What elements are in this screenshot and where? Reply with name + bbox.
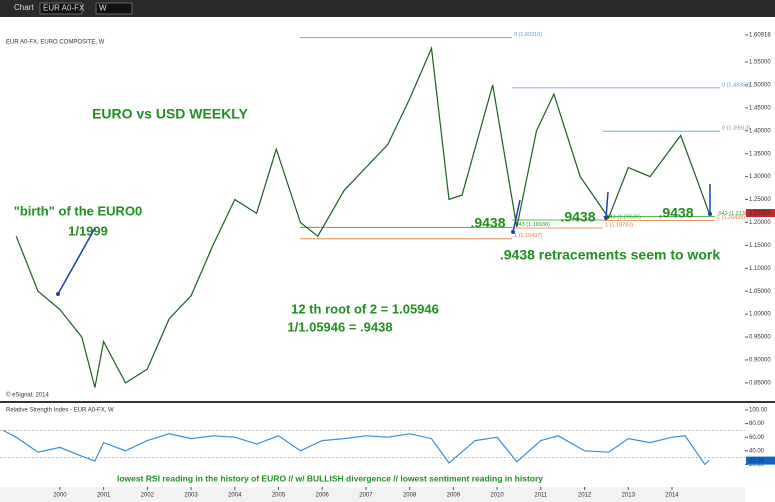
- fib-label: 1 (1.20435): [717, 215, 745, 221]
- y-tick-label: 1.30000: [749, 174, 771, 180]
- arrow: [605, 191, 609, 219]
- interval-box[interactable]: [95, 2, 133, 15]
- fib-label: .943 (1.21301): [717, 211, 753, 217]
- y-tick-label: 1.25000: [749, 197, 771, 203]
- x-tick-label: 2012: [578, 493, 592, 499]
- arrow: [57, 227, 96, 295]
- annotation: 12 th root of 2 = 1.05946: [291, 301, 439, 316]
- annotation: "birth" of the EURO0: [14, 203, 143, 218]
- rsi-panel-title: Relative Strength Index - EUR A0-FX, W: [6, 408, 114, 414]
- x-tick-label: 2009: [447, 493, 461, 499]
- x-tick-label: 2014: [665, 493, 679, 499]
- x-tick-label: 2007: [359, 493, 373, 499]
- y-tick-label: 0.85000: [749, 380, 771, 386]
- fib-label: 1 (1.16437): [514, 233, 542, 239]
- annotation: EURO vs USD WEEKLY: [92, 106, 249, 122]
- arrow-head: [708, 212, 712, 216]
- price-line: [2, 429, 710, 466]
- y-tick-label: 1.05000: [749, 289, 771, 295]
- x-tick-label: 2001: [97, 493, 111, 499]
- last-value-label: 1.22058: [749, 211, 771, 217]
- annotation: .9438: [658, 205, 693, 221]
- arrow-head: [604, 216, 608, 220]
- price-panel: [0, 17, 745, 401]
- x-tick-label: 2013: [622, 493, 636, 499]
- x-tick-label: 2011: [534, 493, 548, 499]
- interval[interactable]: W: [99, 4, 107, 13]
- window-title: Chart: [14, 3, 34, 12]
- fib-label: 1 (1.18783): [605, 222, 633, 228]
- x-tick-label: 2000: [53, 493, 67, 499]
- y-tick-label: 60.00: [749, 435, 765, 441]
- x-tick-label: 2002: [141, 493, 155, 499]
- x-tick-label: 2006: [316, 493, 330, 499]
- fib-label: 0 (1.49362): [722, 82, 750, 88]
- y-tick-label: 40.00: [749, 448, 765, 454]
- annotation: 1/1.05946 = .9438: [287, 319, 392, 334]
- annotation: .9438 retracements seem to work: [500, 247, 720, 263]
- arrow-head: [56, 292, 60, 296]
- y-tick-label: 100.00: [749, 408, 768, 414]
- y-tick-label: 1.55000: [749, 60, 771, 66]
- y-tick-label: 0.90000: [749, 358, 771, 364]
- rsi-annotation: lowest RSI reading in the history of EUR…: [117, 473, 543, 483]
- price-line: [15, 46, 710, 388]
- credit: © eSignal, 2014: [6, 392, 49, 399]
- x-tick-label: 2005: [272, 493, 286, 499]
- y-tick-label: 1.40000: [749, 128, 771, 134]
- arrow: [512, 199, 521, 233]
- toolbar: [0, 0, 775, 17]
- fib-label: 0 (1.60310): [514, 32, 542, 38]
- y-tick-label: 1.10000: [749, 266, 771, 272]
- y-tick-label: 1.50000: [749, 83, 771, 89]
- last-value-tag: [746, 209, 775, 218]
- y-tick-label: 80.00: [749, 421, 765, 427]
- y-tick-label: 1.20000: [749, 220, 771, 226]
- arrow-head: [511, 230, 515, 234]
- annotation: .9438: [560, 209, 595, 225]
- x-tick-label: 2004: [228, 493, 242, 499]
- fib-label: .943 (1.18938): [514, 222, 550, 228]
- y-tick-label: 1.60918: [749, 32, 771, 38]
- symbol-box[interactable]: [39, 2, 83, 15]
- last-value-tag: [746, 456, 775, 465]
- fib-label: 0 (1.39913): [722, 126, 750, 132]
- annotation: 1/1999: [68, 223, 108, 238]
- annotation: .9438: [470, 215, 505, 231]
- x-tick-label: 2010: [490, 493, 504, 499]
- price-panel-title: EUR A0-FX, EURO COMPOSITE, W: [6, 40, 105, 46]
- y-tick-label: 1.35000: [749, 151, 771, 157]
- y-tick-label: 1.45000: [749, 105, 771, 111]
- price-axis: [745, 17, 775, 502]
- rsi-panel: [0, 403, 745, 487]
- last-value-label: 25.58: [749, 458, 765, 464]
- x-tick-label: 2003: [184, 493, 198, 499]
- y-tick-label: 0.95000: [749, 335, 771, 341]
- time-axis: [0, 487, 745, 502]
- fib-label: .943 (1.20536): [605, 214, 641, 220]
- x-tick-label: 2008: [403, 493, 417, 499]
- y-tick-label: 1.00000: [749, 312, 771, 318]
- symbol[interactable]: EUR A0-FX: [43, 4, 85, 13]
- y-tick-label: 20.00: [749, 462, 765, 468]
- y-tick-label: 1.15000: [749, 243, 771, 249]
